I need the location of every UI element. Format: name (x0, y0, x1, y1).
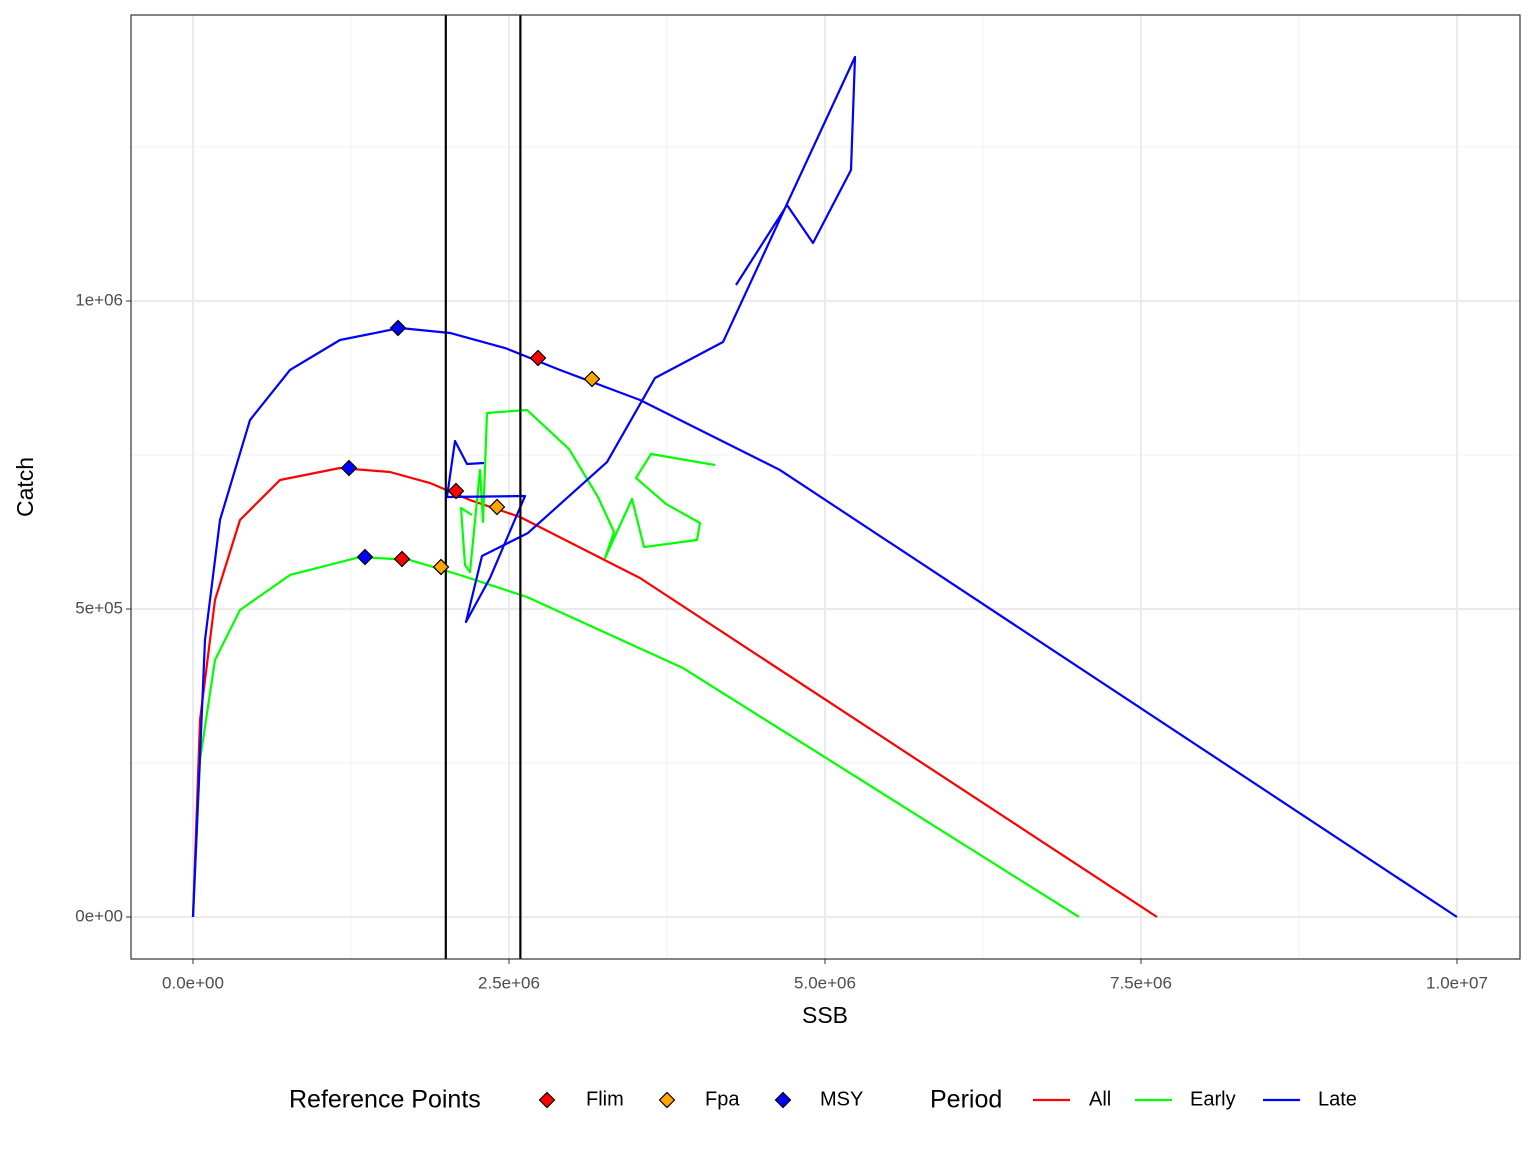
reference-point (356, 548, 374, 566)
legend-label: Fpa (705, 1088, 740, 1110)
reference-point (340, 459, 358, 477)
x-tick-label: 5.0e+06 (794, 973, 856, 992)
reference-point (393, 550, 411, 568)
legend-key (774, 1091, 792, 1109)
reference-point (432, 558, 450, 576)
reference-point (447, 482, 465, 500)
x-tick-label: 1.0e+07 (1426, 973, 1488, 992)
trajectory (459, 408, 716, 574)
x-tick-label: 7.5e+06 (1110, 973, 1172, 992)
reference-point (529, 349, 547, 367)
legend-label: All (1089, 1088, 1111, 1110)
trajectory (445, 55, 857, 624)
reference-point (583, 370, 601, 388)
y-axis-title: Catch (12, 457, 38, 517)
legend-label: MSY (820, 1088, 863, 1110)
reference-point (389, 319, 407, 337)
legend-title: Period (930, 1086, 1002, 1114)
legend-key (538, 1091, 556, 1109)
yield-curve (191, 466, 1158, 918)
legend-label: Early (1190, 1088, 1236, 1110)
panel-border (130, 14, 1521, 960)
x-tick-label: 2.5e+06 (478, 973, 540, 992)
legend-title: Reference Points (289, 1086, 481, 1114)
legend-key (658, 1091, 676, 1109)
reference-point (488, 498, 506, 516)
y-tick-label: 5e+05 (75, 598, 123, 617)
x-axis-title: SSB (802, 1002, 848, 1028)
y-tick-label: 1e+06 (75, 290, 123, 309)
y-tick-label: 0e+00 (75, 906, 123, 925)
x-tick-label: 0.0e+00 (162, 973, 224, 992)
legend-label: Flim (586, 1088, 624, 1110)
legend-label: Late (1318, 1088, 1357, 1110)
